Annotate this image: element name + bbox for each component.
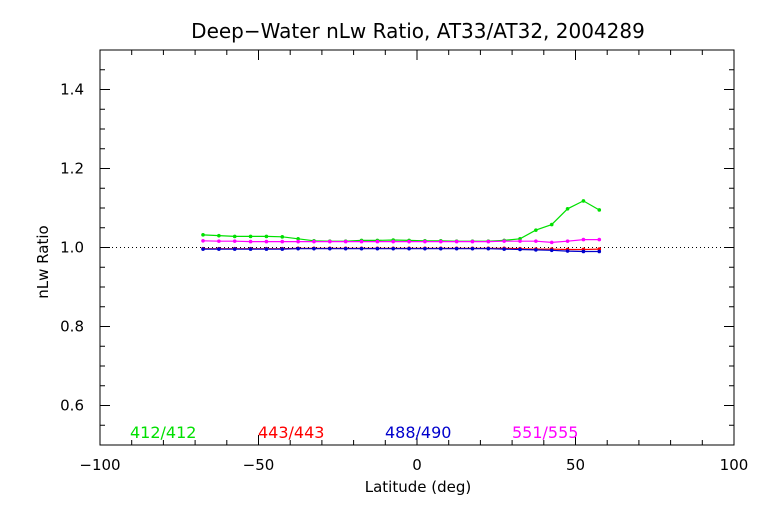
y-tick-label: 1.4 bbox=[60, 81, 84, 99]
data-point bbox=[201, 247, 205, 251]
data-point bbox=[391, 246, 396, 251]
data-point bbox=[296, 239, 300, 244]
data-point bbox=[264, 239, 269, 244]
data-point bbox=[407, 239, 411, 244]
data-point bbox=[581, 249, 586, 254]
x-tick-label: 0 bbox=[412, 456, 422, 474]
series-group bbox=[201, 199, 602, 254]
data-point bbox=[581, 237, 586, 242]
data-point bbox=[470, 239, 475, 244]
data-point bbox=[565, 239, 570, 243]
y-axis-label: nLw Ratio bbox=[34, 225, 52, 298]
data-point bbox=[486, 239, 491, 244]
y-tick-label: 0.8 bbox=[60, 318, 84, 336]
data-point bbox=[248, 234, 253, 239]
y-tick-labels: 0.6 0.8 1.0 1.2 1.4 bbox=[60, 81, 84, 415]
data-point bbox=[248, 247, 253, 251]
series-line-0 bbox=[202, 200, 600, 242]
data-point bbox=[343, 239, 348, 244]
data-point bbox=[264, 247, 269, 251]
x-axis-label: Latitude (deg) bbox=[365, 478, 471, 496]
chart-title: Deep−Water nLw Ratio, AT33/AT32, 2004289 bbox=[191, 19, 645, 43]
data-point bbox=[328, 246, 332, 251]
data-point bbox=[581, 199, 586, 203]
data-point bbox=[597, 208, 602, 212]
axis-ticks bbox=[99, 50, 735, 445]
data-point bbox=[549, 248, 554, 253]
data-point bbox=[502, 247, 506, 251]
data-point bbox=[343, 246, 348, 251]
y-tick-label: 1.0 bbox=[60, 239, 84, 257]
data-point bbox=[486, 246, 491, 251]
data-point bbox=[534, 228, 538, 232]
data-point bbox=[375, 239, 380, 244]
data-point bbox=[597, 237, 602, 242]
y-tick-label: 1.2 bbox=[60, 160, 84, 178]
data-point bbox=[549, 240, 554, 245]
data-point bbox=[312, 246, 316, 251]
legend-443-443: 443/443 bbox=[258, 423, 324, 442]
legend-551-555: 551/555 bbox=[512, 423, 578, 442]
data-point bbox=[359, 239, 364, 244]
data-point bbox=[438, 239, 443, 244]
data-point bbox=[534, 239, 538, 243]
data-point bbox=[565, 249, 570, 253]
data-point bbox=[407, 246, 411, 251]
data-point bbox=[217, 239, 221, 243]
x-tick-label: −100 bbox=[79, 456, 120, 474]
data-point bbox=[296, 246, 300, 251]
data-point bbox=[391, 239, 396, 244]
data-point bbox=[470, 246, 475, 251]
data-point bbox=[280, 235, 285, 239]
data-point bbox=[296, 237, 300, 241]
data-point bbox=[328, 239, 332, 244]
data-point bbox=[423, 246, 427, 251]
data-point bbox=[359, 246, 364, 251]
data-point bbox=[597, 249, 602, 254]
data-point bbox=[280, 239, 285, 244]
legend-412-412: 412/412 bbox=[130, 423, 196, 442]
data-point bbox=[454, 246, 459, 251]
data-point bbox=[217, 247, 221, 251]
data-point bbox=[232, 234, 237, 239]
data-point bbox=[518, 239, 522, 243]
legend: 412/412 443/443 488/490 551/555 bbox=[130, 423, 578, 442]
x-tick-label: 100 bbox=[720, 456, 749, 474]
data-point bbox=[502, 239, 506, 243]
series-line-2 bbox=[203, 248, 600, 253]
y-tick-label: 0.6 bbox=[60, 397, 84, 415]
data-point bbox=[201, 238, 205, 243]
x-tick-label: 50 bbox=[566, 456, 585, 474]
data-point bbox=[248, 239, 253, 244]
data-point bbox=[232, 247, 237, 251]
x-tick-labels: −100 −50 0 50 100 bbox=[79, 456, 748, 474]
data-point bbox=[565, 206, 570, 211]
data-point bbox=[264, 234, 269, 239]
data-point bbox=[217, 233, 221, 238]
data-point bbox=[375, 246, 380, 251]
data-point bbox=[423, 239, 427, 244]
data-point bbox=[280, 247, 285, 251]
legend-488-490: 488/490 bbox=[385, 423, 451, 442]
data-point bbox=[549, 222, 554, 227]
data-point bbox=[201, 233, 205, 237]
data-point bbox=[534, 248, 538, 252]
series-line-3 bbox=[202, 239, 600, 244]
data-point bbox=[518, 247, 522, 252]
data-point bbox=[438, 246, 443, 251]
data-point bbox=[232, 239, 237, 243]
data-point bbox=[312, 239, 316, 244]
x-tick-label: −50 bbox=[243, 456, 275, 474]
data-point bbox=[454, 239, 459, 244]
